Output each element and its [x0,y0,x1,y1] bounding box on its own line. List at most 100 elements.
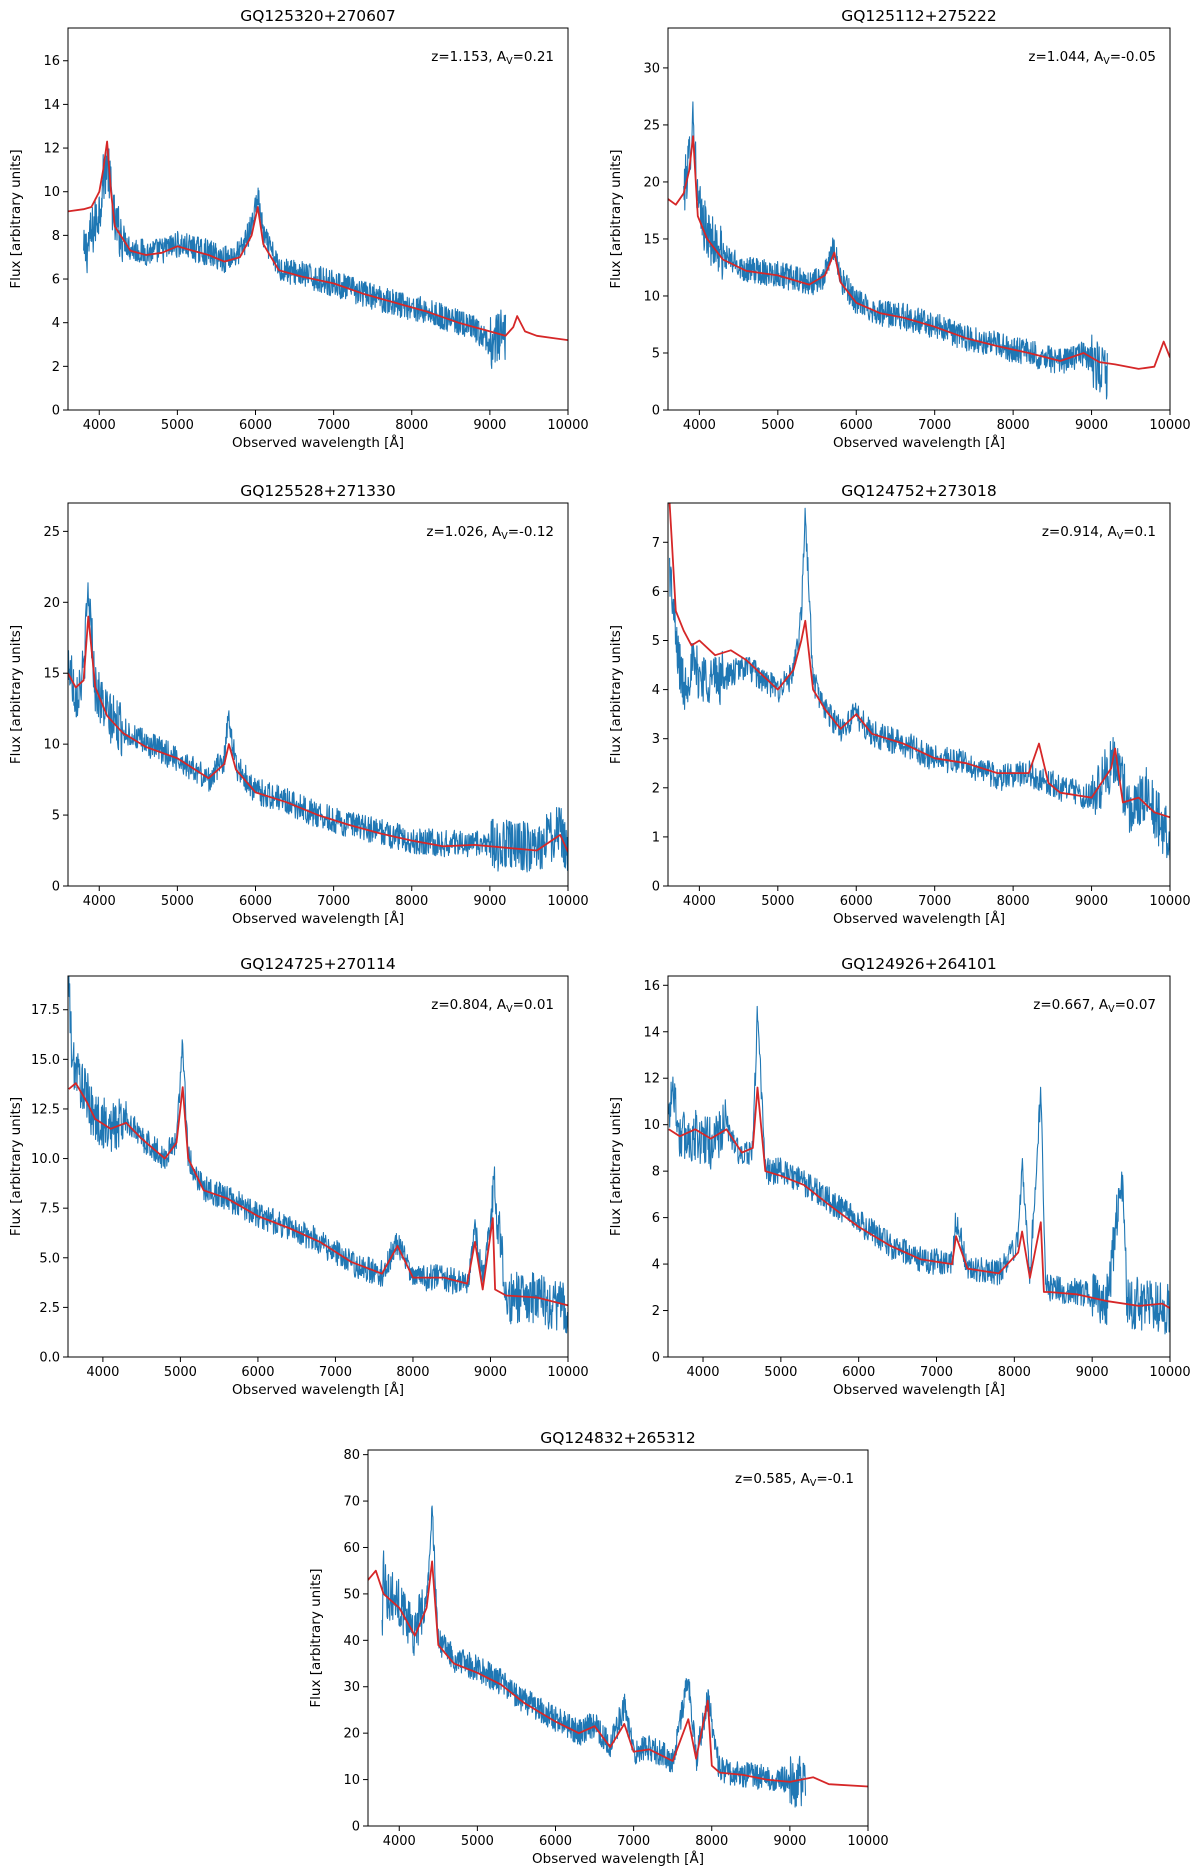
x-tick-label: 6000 [840,894,873,909]
x-tick-label: 9000 [1075,418,1108,433]
y-tick-label: 60 [343,1541,360,1556]
y-tick-label: 12.5 [31,1102,60,1117]
spectrum-panel: GQ125320+270607 4000 5000 6000 7000 8000 9000 1… [8,7,589,451]
y-tick-label: 6 [52,273,60,288]
x-tick-label: 10000 [547,418,588,433]
x-tick-label: 7000 [918,418,951,433]
x-axis-label: Observed wavelength [Å] [833,1381,1005,1398]
y-tick-label: 25 [643,118,660,133]
x-axis-label: Observed wavelength [Å] [232,1381,404,1398]
y-tick-label: 25 [43,525,60,540]
y-tick-label: 0 [52,880,60,895]
plot-frame [67,27,569,411]
x-tick-label: 8000 [997,894,1030,909]
x-axis-label: Observed wavelength [Å] [232,910,404,927]
y-tick-label: 10 [43,738,60,753]
x-tick-label: 8000 [998,1365,1031,1380]
y-tick-label: 10 [643,289,660,304]
x-tick-label: 6000 [239,418,272,433]
x-tick-label: 4000 [686,1365,719,1380]
y-tick-label: 12 [43,142,60,157]
y-tick-label: 5.0 [39,1251,60,1266]
observed-spectrum-line [669,507,1170,861]
redshift-extinction-annotation: z=0.914, AV=0.1 [1042,524,1156,542]
x-tick-label: 5000 [764,1365,797,1380]
x-tick-label: 7000 [918,894,951,909]
x-tick-label: 10000 [1149,1365,1190,1380]
observed-spectrum-line [68,976,568,1334]
y-tick-label: 4 [652,683,660,698]
y-tick-label: 4 [52,316,60,331]
spectrum-panel: GQ125112+275222 4000 5000 6000 7000 8000 9000 1… [608,7,1191,451]
y-tick-label: 8 [652,1165,660,1180]
y-tick-label: 30 [643,61,660,76]
redshift-extinction-annotation: z=0.804, AV=0.01 [431,997,554,1015]
y-tick-label: 4 [652,1258,660,1273]
redshift-extinction-annotation: z=0.667, AV=0.07 [1033,997,1156,1015]
y-axis-label: Flux [arbitrary units] [8,1097,24,1236]
y-tick-label: 40 [343,1634,360,1649]
y-tick-label: 15.0 [31,1053,60,1068]
plot-frame [67,502,569,887]
observed-spectrum-line [83,148,507,370]
y-tick-label: 0 [652,1351,660,1366]
y-tick-label: 10.0 [31,1152,60,1167]
model-fit-line [368,1560,868,1788]
observed-spectrum-line [668,1005,1170,1335]
y-tick-label: 1 [652,830,660,845]
plot-frame [67,975,569,1358]
panel-title: GQ124832+265312 [540,1429,696,1447]
panel-title: GQ125320+270607 [240,7,396,25]
y-tick-label: 15 [43,667,60,682]
x-tick-label: 8000 [395,418,428,433]
y-tick-label: 16 [643,979,660,994]
x-tick-label: 4000 [383,1834,416,1849]
x-tick-label: 7000 [319,1365,352,1380]
x-axis-label: Observed wavelength [Å] [232,434,404,451]
x-tick-label: 10000 [1149,894,1190,909]
spectrum-panel: GQ124725+270114 4000 5000 6000 7000 8000 9000 1… [8,955,589,1398]
x-axis-label: Observed wavelength [Å] [532,1850,704,1867]
redshift-extinction-annotation: z=1.026, AV=-0.12 [426,524,554,542]
x-tick-label: 7000 [617,1834,650,1849]
x-tick-label: 10000 [1149,418,1190,433]
x-tick-label: 5000 [164,1365,197,1380]
y-tick-label: 5 [52,809,60,824]
x-tick-label: 5000 [761,894,794,909]
y-tick-label: 8 [52,229,60,244]
x-tick-label: 5000 [761,418,794,433]
model-fit-line [68,140,568,341]
x-tick-label: 9000 [474,1365,507,1380]
y-tick-label: 3 [652,732,660,747]
y-tick-label: 17.5 [31,1003,60,1018]
spectrum-panel: GQ124832+265312 4000 5000 6000 7000 8000 9000 1… [308,1429,889,1867]
observed-spectrum-line [381,1505,807,1808]
x-tick-label: 7000 [920,1365,953,1380]
x-axis-label: Observed wavelength [Å] [833,434,1005,451]
spectrum-panel: GQ124926+264101 4000 5000 6000 7000 8000 9000 1… [608,955,1191,1398]
y-tick-label: 0.0 [39,1351,60,1366]
y-tick-label: 2 [52,360,60,375]
x-tick-label: 10000 [547,894,588,909]
x-tick-label: 9000 [1076,1365,1109,1380]
y-tick-label: 50 [343,1587,360,1602]
x-tick-label: 10000 [547,1365,588,1380]
y-axis-label: Flux [arbitrary units] [608,149,624,288]
y-tick-label: 7.5 [39,1202,60,1217]
y-tick-label: 14 [643,1025,660,1040]
x-tick-label: 4000 [683,418,716,433]
x-tick-label: 5000 [161,418,194,433]
y-tick-label: 20 [343,1727,360,1742]
x-tick-label: 8000 [695,1834,728,1849]
plot-frame [667,975,1171,1358]
panel-title: GQ124725+270114 [240,955,396,973]
x-tick-label: 9000 [473,894,506,909]
x-tick-label: 4000 [83,418,116,433]
x-tick-label: 5000 [161,894,194,909]
y-tick-label: 12 [643,1072,660,1087]
plot-frame [667,27,1171,411]
y-tick-label: 10 [43,185,60,200]
observed-spectrum-line [683,101,1108,400]
redshift-extinction-annotation: z=1.153, AV=0.21 [431,49,554,67]
